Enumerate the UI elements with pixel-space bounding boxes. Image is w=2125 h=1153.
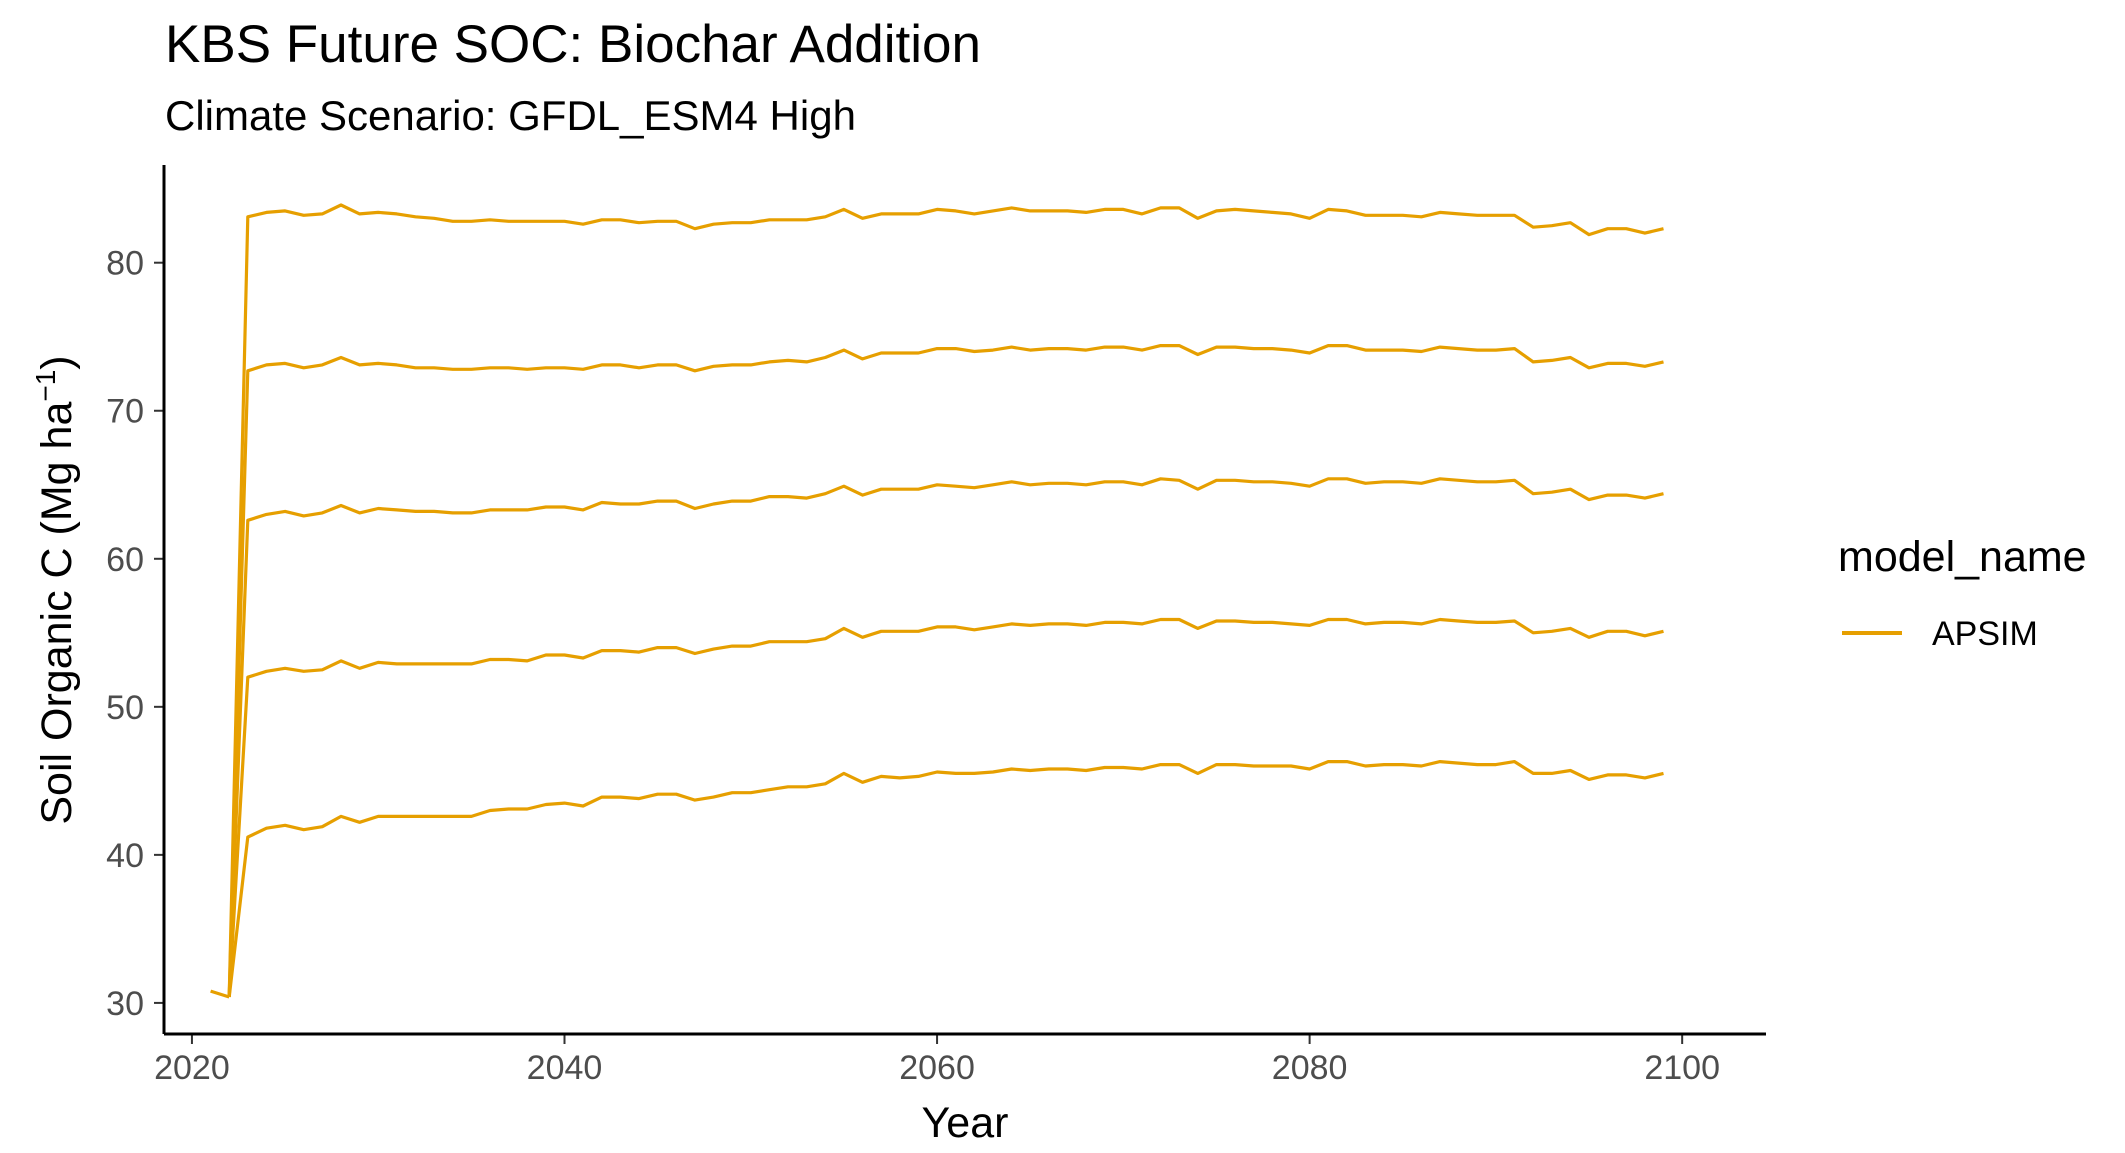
x-tick-label-2060: 2060 [899, 1049, 975, 1087]
x-tick-label-2020: 2020 [154, 1049, 230, 1087]
y-tick-label-50: 50 [106, 689, 144, 727]
series-line-apsim-2 [227, 617, 1664, 998]
series-line-apsim-0 [210, 989, 230, 999]
series-line-apsim-3 [227, 477, 1664, 998]
y-axis-title: Soil Organic C (Mg ha−1) [30, 355, 81, 824]
y-tick-label-40: 40 [106, 837, 144, 875]
chart-title: KBS Future SOC: Biochar Addition [165, 15, 981, 74]
legend-label-apsim: APSIM [1932, 615, 2038, 653]
y-tick-label-80: 80 [106, 245, 144, 283]
x-tick-label-2040: 2040 [527, 1049, 603, 1087]
plot-lines [210, 203, 1664, 999]
x-tick-label-2080: 2080 [1272, 1049, 1348, 1087]
series-line-apsim-5 [227, 203, 1664, 998]
y-axis-title-close: ) [33, 355, 81, 369]
y-tick-label-30: 30 [106, 985, 144, 1023]
series-line-apsim-4 [227, 344, 1664, 998]
y-axis-title-superscript: −1 [30, 370, 61, 402]
series-line-apsim-1 [227, 759, 1664, 998]
y-axis-title-main: Soil Organic C (Mg ha [33, 402, 81, 825]
chart-subtitle: Climate Scenario: GFDL_ESM4 High [165, 92, 856, 139]
y-tick-label-60: 60 [106, 541, 144, 579]
x-tick-label-2100: 2100 [1644, 1049, 1720, 1087]
legend: model_name APSIM [1838, 533, 2087, 653]
legend-title: model_name [1838, 533, 2087, 581]
x-axis-title: Year [922, 1099, 1009, 1147]
y-tick-label-70: 70 [106, 393, 144, 431]
x-axis-ticks: 2020 2040 2060 2080 2100 [154, 1034, 1720, 1087]
y-axis-ticks: 30 40 50 60 70 80 [106, 245, 164, 1023]
